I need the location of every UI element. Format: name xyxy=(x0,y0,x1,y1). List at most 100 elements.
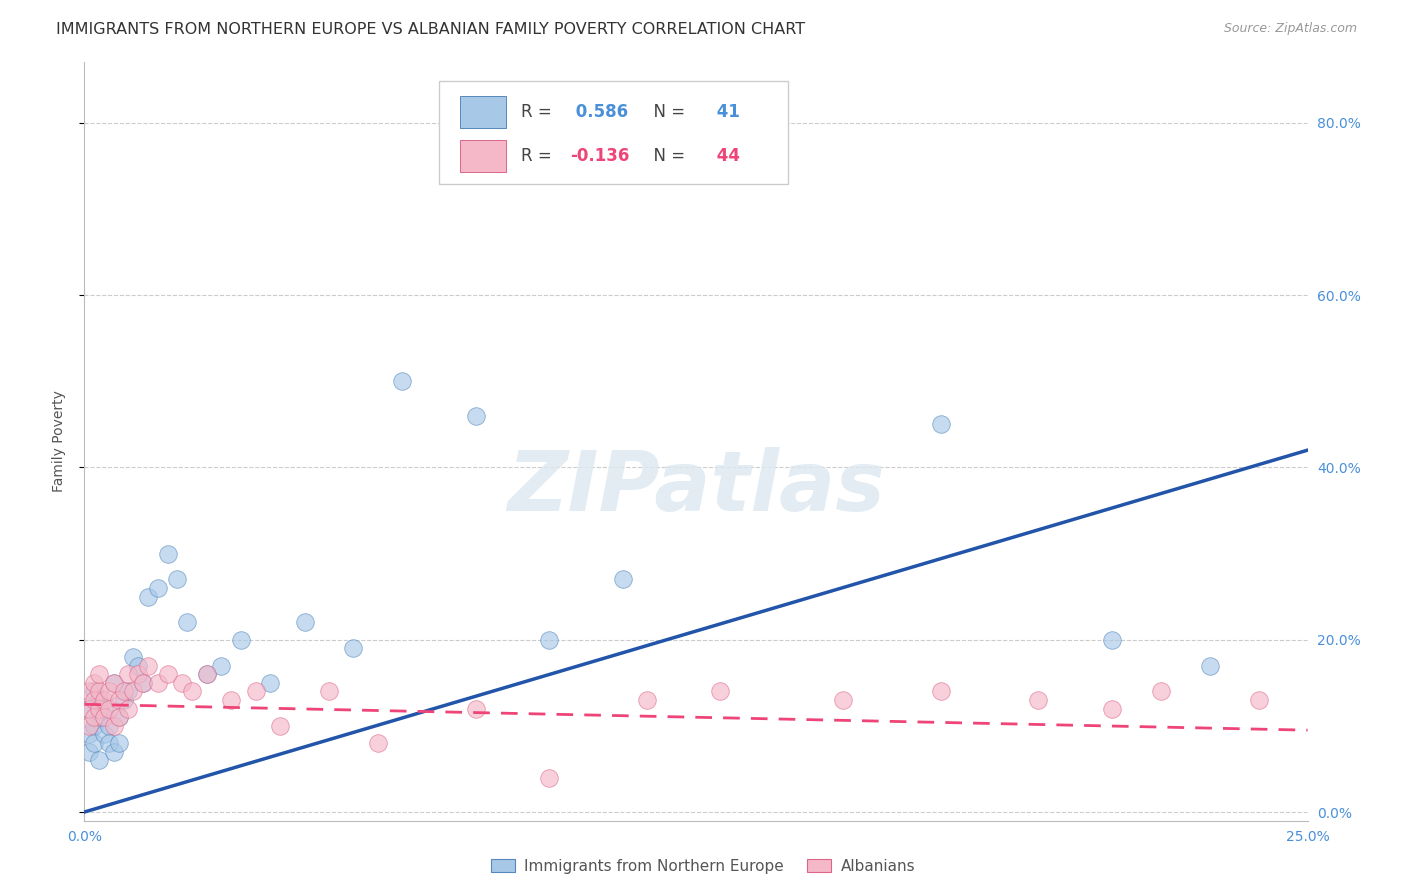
Point xyxy=(1101,632,1123,647)
Point xyxy=(318,684,340,698)
Point xyxy=(112,693,135,707)
FancyBboxPatch shape xyxy=(460,140,506,172)
Point xyxy=(166,573,188,587)
Point xyxy=(83,736,105,750)
Point xyxy=(83,710,105,724)
Point xyxy=(127,658,149,673)
Point xyxy=(709,684,731,698)
Point xyxy=(156,667,179,681)
FancyBboxPatch shape xyxy=(460,95,506,128)
Point xyxy=(87,667,110,681)
Text: -0.136: -0.136 xyxy=(569,147,630,165)
Point xyxy=(181,684,204,698)
Point xyxy=(229,632,252,647)
Point xyxy=(831,693,853,707)
Text: N =: N = xyxy=(644,103,690,120)
Point xyxy=(464,409,486,423)
Point xyxy=(1150,684,1173,698)
Point xyxy=(103,719,125,733)
Point xyxy=(83,693,105,707)
Point xyxy=(83,719,105,733)
Point xyxy=(156,547,179,561)
Point xyxy=(103,745,125,759)
Point xyxy=(294,615,316,630)
Point xyxy=(209,658,232,673)
Point xyxy=(1101,701,1123,715)
Point xyxy=(146,675,169,690)
Point xyxy=(103,675,125,690)
Point xyxy=(83,675,105,690)
Text: R =: R = xyxy=(522,147,557,165)
Point xyxy=(87,684,110,698)
FancyBboxPatch shape xyxy=(439,81,787,184)
Point xyxy=(107,736,129,750)
Point xyxy=(929,417,952,432)
Point xyxy=(127,667,149,681)
Point xyxy=(117,667,139,681)
Legend: Immigrants from Northern Europe, Albanians: Immigrants from Northern Europe, Albania… xyxy=(485,853,921,880)
Point xyxy=(342,641,364,656)
Point xyxy=(195,667,218,681)
Point xyxy=(117,684,139,698)
Point xyxy=(636,693,658,707)
Text: ZIPatlas: ZIPatlas xyxy=(508,447,884,527)
Point xyxy=(195,667,218,681)
Text: IMMIGRANTS FROM NORTHERN EUROPE VS ALBANIAN FAMILY POVERTY CORRELATION CHART: IMMIGRANTS FROM NORTHERN EUROPE VS ALBAN… xyxy=(56,22,806,37)
Text: 44: 44 xyxy=(710,147,740,165)
Point xyxy=(87,753,110,767)
Point xyxy=(97,684,120,698)
Point xyxy=(1028,693,1050,707)
Y-axis label: Family Poverty: Family Poverty xyxy=(52,391,66,492)
Text: R =: R = xyxy=(522,103,557,120)
Point xyxy=(107,710,129,724)
Point xyxy=(132,675,155,690)
Point xyxy=(1247,693,1270,707)
Point xyxy=(77,684,100,698)
Point xyxy=(122,684,145,698)
Point xyxy=(146,581,169,595)
Point xyxy=(107,693,129,707)
Point xyxy=(117,701,139,715)
Text: Source: ZipAtlas.com: Source: ZipAtlas.com xyxy=(1223,22,1357,36)
Point xyxy=(245,684,267,698)
Point xyxy=(734,159,756,173)
Point xyxy=(464,701,486,715)
Point xyxy=(93,727,115,741)
Text: 0.586: 0.586 xyxy=(569,103,628,120)
Point xyxy=(103,675,125,690)
Point xyxy=(612,573,634,587)
Point xyxy=(367,736,389,750)
Point xyxy=(172,675,194,690)
Point xyxy=(97,736,120,750)
Text: 41: 41 xyxy=(710,103,740,120)
Point xyxy=(87,710,110,724)
Point xyxy=(259,675,281,690)
Point xyxy=(77,701,100,715)
Point xyxy=(136,658,159,673)
Point xyxy=(87,701,110,715)
Point xyxy=(219,693,242,707)
Point xyxy=(77,701,100,715)
Point xyxy=(107,710,129,724)
Point xyxy=(538,771,561,785)
Point xyxy=(93,710,115,724)
Point xyxy=(1198,658,1220,673)
Point xyxy=(269,719,291,733)
Text: N =: N = xyxy=(644,147,690,165)
Point xyxy=(176,615,198,630)
Point xyxy=(97,701,120,715)
Point xyxy=(122,649,145,664)
Point xyxy=(93,693,115,707)
Point xyxy=(97,719,120,733)
Point xyxy=(132,675,155,690)
Point xyxy=(391,374,413,388)
Point xyxy=(87,693,110,707)
Point xyxy=(136,590,159,604)
Point xyxy=(93,701,115,715)
Point xyxy=(77,727,100,741)
Point xyxy=(77,745,100,759)
Point xyxy=(112,684,135,698)
Point xyxy=(929,684,952,698)
Point xyxy=(77,719,100,733)
Point xyxy=(538,632,561,647)
